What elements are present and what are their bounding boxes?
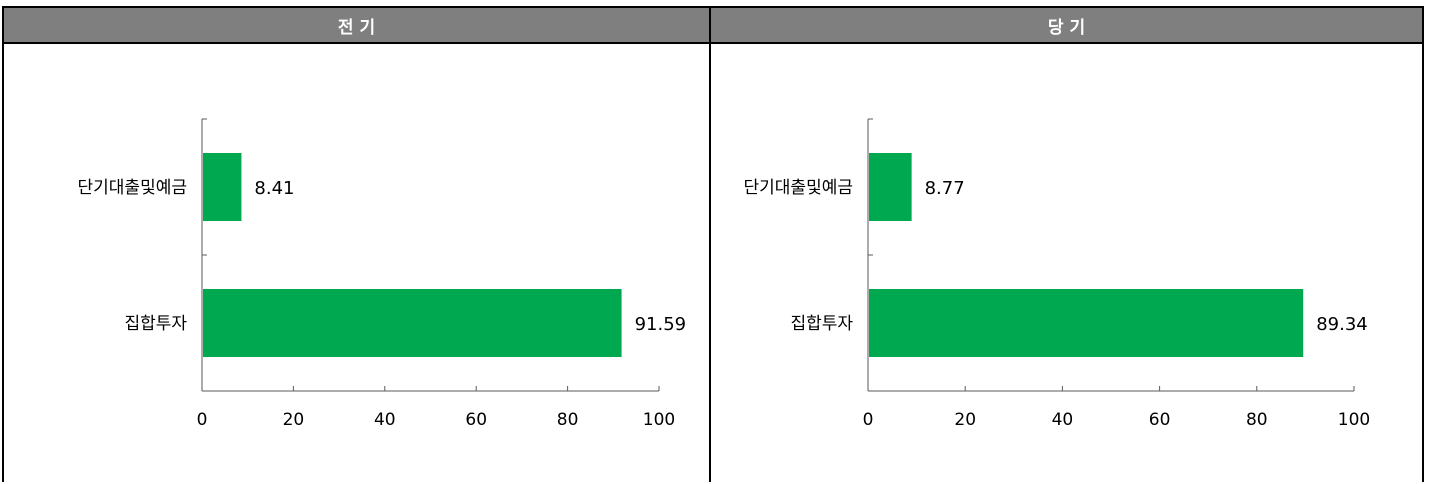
panel-header: 전 기	[4, 8, 709, 44]
category-label: 단기대출및예금	[78, 178, 187, 198]
x-tick-label: 0	[863, 410, 874, 430]
x-tick-label: 100	[1338, 410, 1370, 430]
x-tick-label: 40	[374, 410, 396, 430]
bar	[203, 289, 622, 357]
bar-chart-previous: 0 20 40 60 80 100 단기대출및예금 8.41 집합투자 91.59	[78, 118, 687, 430]
category-label: 단기대출및예금	[744, 178, 853, 198]
panel-header: 당 기	[711, 8, 1422, 44]
data-label: 89.34	[1316, 314, 1368, 335]
x-tick-label: 0	[197, 410, 208, 430]
data-label: 8.77	[925, 178, 965, 199]
bar	[203, 153, 242, 221]
x-tick-label: 100	[643, 410, 675, 430]
x-tick-label: 20	[283, 410, 305, 430]
x-tick-label: 20	[954, 410, 976, 430]
category-label: 집합투자	[790, 314, 853, 334]
x-tick-label: 60	[465, 410, 487, 430]
panel-current: 당 기 0 20 40 60 80 100 단기대출및예금 8.77 집합투자 89.34	[711, 8, 1422, 482]
chart-grid: 전 기 0 20 40 60 80 100 단기대출및예금 8.41 집합투자 91.59 당 기…	[2, 6, 1424, 482]
x-tick-label: 80	[1246, 410, 1268, 430]
x-tick-label: 60	[1149, 410, 1171, 430]
panel-previous: 전 기 0 20 40 60 80 100 단기대출및예금 8.41 집합투자 91.59	[4, 8, 711, 482]
data-label: 8.41	[254, 178, 294, 199]
category-label: 집합투자	[124, 314, 187, 334]
x-tick-label: 40	[1052, 410, 1074, 430]
bar-chart-current: 0 20 40 60 80 100 단기대출및예금 8.77 집합투자 89.34	[744, 118, 1370, 430]
data-label: 91.59	[635, 314, 687, 335]
bar	[869, 289, 1304, 357]
bar	[869, 153, 912, 221]
x-tick-label: 80	[557, 410, 579, 430]
